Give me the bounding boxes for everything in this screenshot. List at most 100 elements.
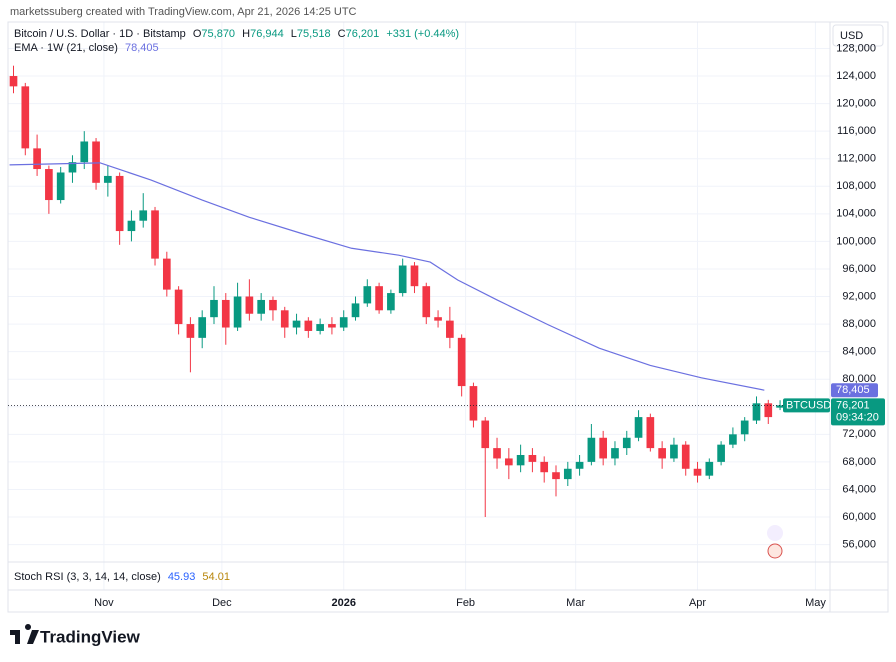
icon[interactable] (767, 543, 783, 559)
ohlc-label: O (192, 28, 202, 40)
candle-body (387, 293, 395, 311)
legend-indicator: Stoch RSI (3, 3, 14, 14, close) 45.93 54… (14, 571, 234, 583)
candle-body (622, 437, 631, 449)
candle-body (351, 303, 360, 318)
y-tick-label: 100,000 (836, 235, 876, 247)
ema-line (9, 162, 765, 391)
ohlc-label: C (337, 28, 346, 40)
candle-body (729, 434, 737, 445)
countdown: 09:34:20 (836, 411, 879, 423)
y-tick-label: 88,000 (842, 318, 876, 330)
frame (7, 21, 889, 613)
candle-body (575, 461, 584, 469)
candle-body (599, 437, 608, 459)
plot (9, 65, 784, 518)
candle-body (56, 172, 65, 201)
x-tick-label: May (805, 597, 826, 609)
ema-value: 78,405 (124, 42, 159, 54)
indicator-name: Stoch RSI (3, 3, 14, 14, close) (14, 571, 161, 583)
candle-body (446, 320, 454, 338)
brand: TradingView (40, 627, 141, 646)
y-tick-label: 104,000 (836, 208, 876, 220)
y-tick-label: 92,000 (842, 290, 876, 302)
candle-body (33, 148, 41, 170)
attribution: marketssuberg created with TradingView.c… (10, 6, 357, 18)
candle-body (587, 437, 596, 462)
candle-body (634, 417, 643, 438)
candle-body (210, 299, 218, 318)
candle-body (257, 299, 265, 314)
ohlc-value: 75,518 (296, 28, 331, 40)
candle-body (516, 454, 525, 466)
y-tick-label: 124,000 (836, 70, 876, 82)
currency-button[interactable] (832, 24, 884, 47)
currency[interactable]: USD (840, 30, 863, 42)
y-tick-label: 112,000 (837, 153, 876, 165)
ema-price-label: 78,405 (836, 384, 870, 396)
y-tick-label: 60,000 (842, 511, 876, 523)
candle-body (127, 220, 136, 232)
candle-body (563, 468, 572, 480)
x-tick-label: Feb (456, 597, 475, 609)
ohlc-label: H (242, 28, 251, 40)
candle-body (339, 317, 348, 328)
y-tick-label: 84,000 (842, 346, 876, 358)
candle-body (363, 286, 372, 304)
candle-body (304, 320, 313, 331)
change: +331 (+0.44%) (386, 28, 460, 40)
candle-body (245, 296, 254, 314)
candle-body (693, 468, 702, 476)
x-tick-label: Nov (94, 597, 114, 609)
symbol-box (783, 398, 830, 413)
candle-body (457, 337, 466, 387)
ohlc-value: 76,201 (345, 28, 380, 40)
candle-body (469, 386, 478, 421)
candle-body (233, 296, 242, 328)
candle-body (552, 472, 560, 480)
x-tick-label: Dec (212, 597, 232, 609)
candle-body (80, 141, 89, 163)
candle-body (493, 448, 501, 459)
candle-body (752, 403, 761, 421)
last-price-box (831, 398, 885, 426)
candle-body (92, 141, 100, 183)
candle-body (198, 317, 207, 338)
candle-body (280, 310, 289, 328)
candle-body (45, 169, 53, 201)
candle-body (174, 289, 183, 325)
candle-body (540, 461, 549, 473)
symbol-label: BTCUSD (786, 399, 831, 411)
candle-body (705, 461, 714, 476)
legend-main: Bitcoin / U.S. Dollar · 1D · Bitstamp O 7… (14, 28, 463, 40)
candle-body (646, 417, 655, 449)
candle-body (658, 448, 666, 459)
symbol: Bitcoin / U.S. Dollar · 1D · Bitstamp (14, 28, 186, 40)
candle-body (292, 320, 301, 328)
legend-ema: EMA · 1W (21, close) 78,405 (14, 42, 163, 54)
ema-price-box (831, 383, 878, 398)
candle-body (410, 265, 419, 287)
ohlc-value: 76,944 (250, 28, 284, 40)
y-tick-label: 120,000 (836, 97, 876, 109)
y-tick-label: 80,000 (842, 373, 876, 385)
candle-body (717, 444, 725, 462)
candle-body (139, 210, 148, 221)
y-tick-label: 116,000 (837, 125, 876, 137)
candle-body (611, 448, 619, 459)
candle-body (528, 454, 537, 462)
grid (8, 22, 830, 590)
candle-body (776, 405, 784, 408)
icon[interactable] (767, 525, 783, 541)
candle-body (316, 324, 324, 331)
candle-body (269, 299, 277, 311)
y-tick-label: 68,000 (842, 456, 876, 468)
candle-body (504, 458, 513, 466)
candle-body (151, 210, 159, 259)
candle-body (740, 420, 749, 435)
candle-body (186, 324, 195, 338)
candle-body (68, 162, 77, 173)
candle-body (681, 444, 690, 469)
candle-body (434, 317, 442, 321)
